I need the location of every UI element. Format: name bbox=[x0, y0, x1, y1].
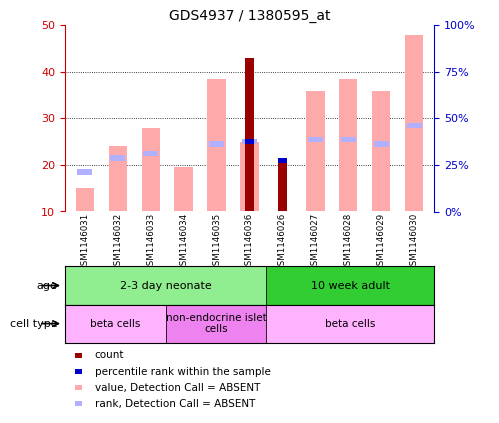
Bar bbox=[374, 141, 389, 147]
Text: non-endocrine islet
cells: non-endocrine islet cells bbox=[166, 313, 266, 335]
Bar bbox=[208, 79, 226, 212]
Text: 2-3 day neonate: 2-3 day neonate bbox=[120, 280, 212, 291]
Bar bbox=[242, 139, 257, 145]
Bar bbox=[405, 35, 424, 212]
Bar bbox=[372, 91, 390, 212]
Bar bbox=[245, 58, 254, 212]
Text: 10 week adult: 10 week adult bbox=[311, 280, 390, 291]
Bar bbox=[209, 141, 224, 147]
Bar bbox=[407, 123, 422, 128]
Bar bbox=[306, 91, 324, 212]
Bar bbox=[278, 157, 287, 163]
Bar bbox=[143, 151, 158, 156]
Bar bbox=[77, 169, 92, 175]
Text: beta cells: beta cells bbox=[90, 319, 140, 329]
Bar bbox=[245, 139, 254, 145]
Text: percentile rank within the sample: percentile rank within the sample bbox=[95, 367, 270, 376]
Bar bbox=[166, 305, 266, 343]
Text: value, Detection Call = ABSENT: value, Detection Call = ABSENT bbox=[95, 383, 260, 393]
Bar bbox=[65, 305, 166, 343]
Bar bbox=[308, 137, 323, 142]
Bar bbox=[339, 79, 357, 212]
Text: beta cells: beta cells bbox=[325, 319, 375, 329]
Text: age: age bbox=[36, 280, 57, 291]
Bar bbox=[142, 128, 160, 212]
Bar bbox=[278, 160, 287, 212]
Text: rank, Detection Call = ABSENT: rank, Detection Call = ABSENT bbox=[95, 399, 255, 409]
Bar bbox=[266, 305, 434, 343]
Bar bbox=[75, 188, 94, 212]
Bar bbox=[110, 155, 125, 161]
Bar bbox=[109, 146, 127, 212]
Bar bbox=[65, 266, 266, 305]
Title: GDS4937 / 1380595_at: GDS4937 / 1380595_at bbox=[169, 9, 330, 23]
Bar bbox=[241, 142, 258, 212]
Bar bbox=[266, 266, 434, 305]
Text: count: count bbox=[95, 351, 124, 360]
Text: cell type: cell type bbox=[10, 319, 57, 329]
Bar bbox=[175, 168, 193, 212]
Bar bbox=[341, 137, 356, 142]
